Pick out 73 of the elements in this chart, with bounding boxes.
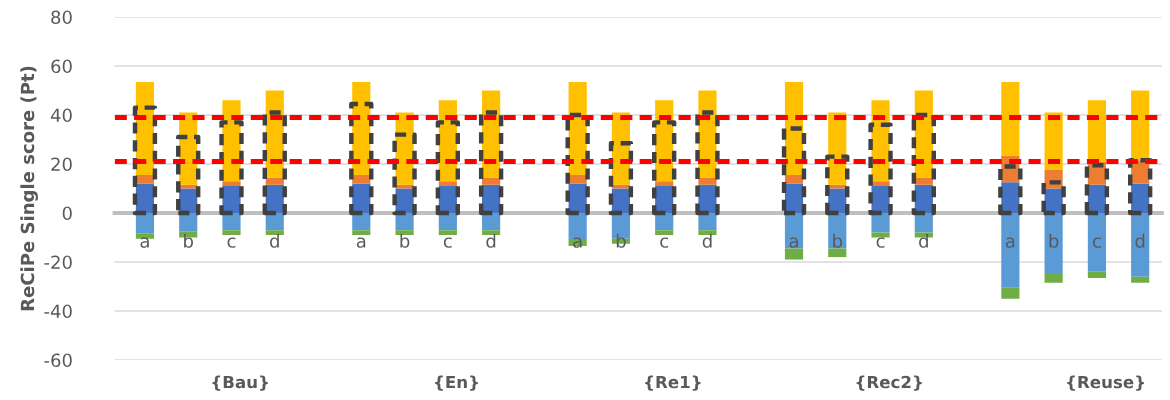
bar <box>222 230 241 236</box>
x-tick-label: d <box>270 233 279 248</box>
y-axis-title: ReCiPe Single score (Pt) <box>20 66 38 311</box>
bar <box>265 213 284 231</box>
bar <box>438 213 457 231</box>
text: {Reuse} <box>1067 375 1144 391</box>
x-tick-label: d <box>1135 233 1145 248</box>
x-tick-label: b <box>400 233 410 248</box>
bar <box>611 184 631 189</box>
bar <box>482 213 501 231</box>
x-tick-label: d <box>486 233 496 248</box>
text: {Re1} <box>645 375 701 391</box>
bar <box>438 230 457 236</box>
bar <box>1001 81 1020 156</box>
bar <box>179 213 198 232</box>
bar <box>1087 271 1106 278</box>
bar <box>1001 213 1020 288</box>
bar <box>352 175 371 184</box>
x-tick-label: c <box>876 237 885 248</box>
y-tick-label: -40 <box>44 304 72 319</box>
y-tick-label: 60 <box>51 59 72 74</box>
bar <box>135 175 155 184</box>
bar <box>352 230 371 236</box>
bar <box>222 213 241 231</box>
bar <box>914 177 933 185</box>
y-tick-label: 0 <box>62 206 72 221</box>
x-tick-label: b <box>184 233 193 248</box>
x-tick-label: c <box>1092 237 1101 248</box>
x-tick-label: b <box>1049 233 1059 248</box>
bar <box>655 230 674 236</box>
bar <box>1131 213 1150 277</box>
bar <box>222 181 241 187</box>
x-tick-label: a <box>140 237 149 248</box>
bar <box>482 177 501 185</box>
bar <box>265 177 284 185</box>
bar <box>135 213 155 234</box>
bar <box>1001 287 1020 299</box>
x-tick-label: d <box>702 233 712 248</box>
x-tick-label: c <box>443 237 452 248</box>
y-tick-label: 80 <box>51 10 72 25</box>
bar <box>698 177 717 185</box>
bar <box>914 213 933 233</box>
y-tick-label: -60 <box>44 353 72 368</box>
x-tick-label: a <box>789 237 798 248</box>
bar <box>179 184 198 189</box>
bar <box>1044 213 1063 274</box>
y-tick-label: 20 <box>51 157 72 172</box>
bar <box>1131 90 1150 161</box>
bar <box>655 213 674 231</box>
x-tick-label: c <box>227 237 236 248</box>
bar <box>1131 276 1150 283</box>
bar <box>395 213 414 231</box>
y-tick-label: -20 <box>44 255 72 270</box>
bar <box>1044 273 1063 283</box>
bar <box>655 181 674 187</box>
x-tick-label: a <box>573 237 582 248</box>
x-tick-label: b <box>833 233 843 248</box>
bar <box>698 213 717 231</box>
bar <box>784 248 804 260</box>
bar <box>352 213 371 231</box>
bar <box>828 248 847 258</box>
bar <box>135 233 155 239</box>
bar <box>784 175 804 184</box>
x-tick-label: a <box>356 237 366 248</box>
y-tick-label: 40 <box>50 108 72 123</box>
text: {Bau} <box>212 375 268 391</box>
x-tick-label: d <box>919 233 928 248</box>
bar <box>438 181 457 187</box>
text: {Rec2} <box>856 375 922 391</box>
x-tick-label: c <box>660 237 669 248</box>
x-tick-label: a <box>1005 237 1015 248</box>
bar <box>871 213 890 233</box>
text: {En} <box>435 375 478 391</box>
